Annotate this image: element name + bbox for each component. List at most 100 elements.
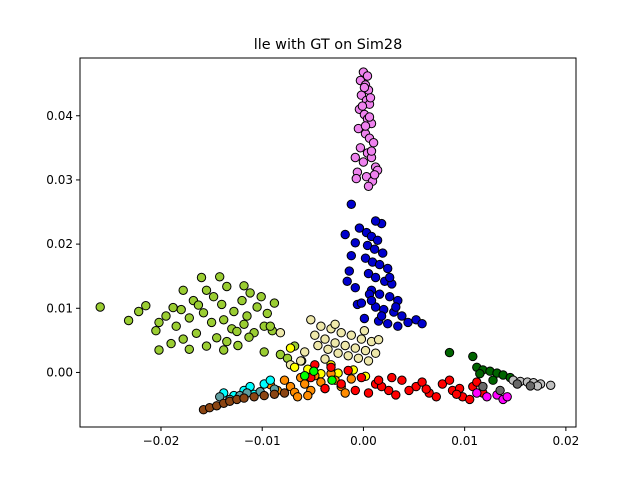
series-6 [306,360,488,405]
data-point [201,285,212,295]
data-point [512,379,522,389]
data-point [320,383,330,394]
data-point [300,371,310,381]
data-point [421,384,431,394]
data-point [289,362,300,372]
data-point [340,340,350,351]
data-point [359,326,370,336]
data-point [313,340,323,351]
data-point [323,344,333,354]
data-point [373,375,384,385]
data-point [309,366,319,376]
data-point [351,173,361,184]
data-point [546,380,556,390]
data-point [363,356,374,366]
data-point [366,146,377,156]
data-point [370,216,381,226]
data-point [369,170,380,180]
data-point [320,334,330,344]
data-point [376,311,387,321]
data-point [444,375,455,385]
data-point [237,295,247,306]
data-point [378,248,388,258]
data-point [222,281,232,292]
data-point [417,377,427,387]
data-point [265,321,275,331]
series-3 [275,315,384,370]
data-point [191,328,202,338]
data-point [336,328,346,338]
data-point [350,238,360,248]
data-point [363,181,374,192]
data-point [465,394,475,405]
data-point [233,340,243,351]
data-point [232,326,242,337]
data-point [385,292,395,302]
x-tick-label: −0.02 [143,434,180,448]
data-point [151,326,161,336]
data-point [327,375,337,385]
data-point [417,319,427,329]
data-point [350,152,360,163]
data-point [404,385,414,396]
data-point [168,302,178,313]
data-point [275,349,286,360]
data-point [478,381,488,392]
data-point [212,333,222,343]
data-point [374,289,385,299]
series-12 [444,347,515,385]
data-point [229,306,239,317]
y-tick-label: 0.00 [46,365,73,379]
data-point [269,389,280,399]
data-point [346,199,356,210]
data-point [201,341,212,351]
data-point [366,295,377,306]
data-point [356,372,367,383]
y-tick-label: 0.04 [46,109,73,123]
data-point [370,348,381,358]
data-point [166,338,176,349]
data-point [239,319,249,329]
data-point [215,272,225,282]
data-point [343,351,353,361]
data-point [397,311,407,321]
data-point [360,253,371,263]
data-point [340,388,350,398]
data-point [346,251,356,261]
series-14 [478,379,536,396]
data-point [369,244,380,254]
data-point [336,379,346,389]
x-axis: −0.02 −0.01 0.00 0.01 0.02 [143,427,580,448]
data-point [330,338,340,348]
data-point [495,385,505,396]
data-point [360,345,371,356]
data-point [242,311,252,321]
data-point [198,308,209,318]
data-point [171,321,181,331]
data-point [326,362,336,372]
x-tick-label: 0.02 [553,434,580,448]
y-tick-label: 0.02 [46,237,73,251]
series-11 [472,388,512,405]
series-7 [300,366,337,385]
data-point [525,381,536,391]
data-point [193,300,204,310]
data-point [269,298,280,308]
data-point [279,388,290,398]
data-point [154,345,164,355]
data-point [134,306,144,317]
data-point [403,317,413,328]
data-point [178,334,188,344]
series-10 [198,388,290,415]
data-point [437,379,448,389]
data-point [431,392,441,402]
data-point [256,292,266,302]
data-point [244,332,254,342]
y-tick-label: 0.03 [46,173,73,187]
data-point [330,319,340,329]
data-point [184,313,195,323]
data-point [353,353,364,363]
data-point [303,390,313,401]
